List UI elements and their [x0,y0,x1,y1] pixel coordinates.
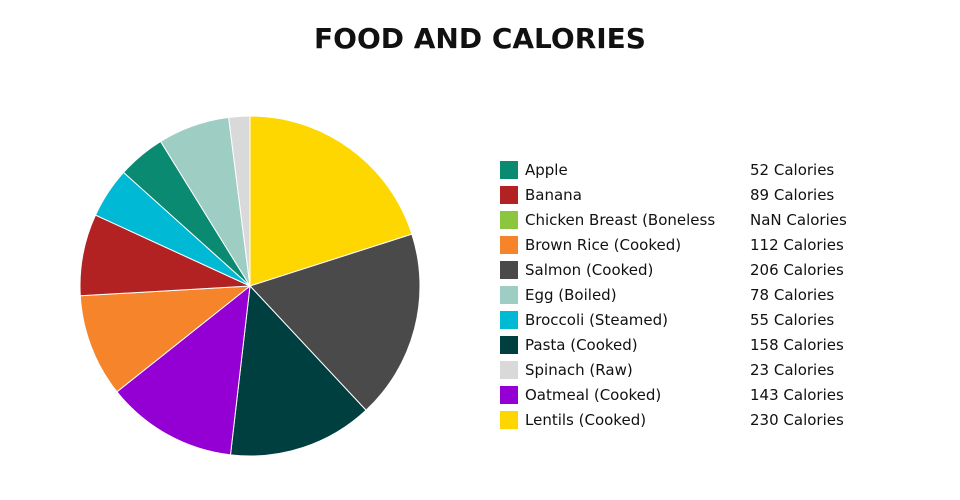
legend-swatch [500,336,518,354]
legend-value: 206 Calories [750,261,844,279]
legend-value: 158 Calories [750,336,844,354]
legend-label: Lentils (Cooked) [525,411,647,429]
legend-value: NaN Calories [750,211,847,229]
legend-label: Egg (Boiled) [525,286,617,304]
legend-label: Brown Rice (Cooked) [525,236,682,254]
legend-value: 23 Calories [750,361,835,379]
legend-swatch [500,386,518,404]
legend-swatch [500,211,518,229]
pie-slice-9 [116,284,251,456]
legend-swatch [500,161,518,179]
chart-title: FOOD AND CALORIES [314,22,646,55]
legend-label: Spinach (Raw) [525,361,633,379]
legend-swatch [500,236,518,254]
legend-label: Broccoli (Steamed) [525,311,668,329]
legend-label: Salmon (Cooked) [525,261,654,279]
pie-slice-3 [79,285,252,393]
legend-swatch [500,286,518,304]
legend-value: 112 Calories [750,236,844,254]
pie-slice-7 [229,284,367,457]
legend-swatch [500,361,518,379]
legend-label: Pasta (Cooked) [525,336,638,354]
legend-value: 52 Calories [750,161,835,179]
legend-label: Chicken Breast (Boneless [525,211,716,229]
legend-swatch [500,311,518,329]
legend-value: 89 Calories [750,186,835,204]
legend-label: Apple [525,161,568,179]
legend-label: Oatmeal (Cooked) [525,386,662,404]
legend-swatch [500,186,518,204]
pie-slices [79,115,421,457]
legend-value: 143 Calories [750,386,844,404]
legend-value: 78 Calories [750,286,835,304]
pie-slice-8 [228,115,251,287]
pie-slice-10 [249,115,413,287]
legend-label: Banana [525,186,582,204]
legend-swatch [500,261,518,279]
legend-value: 230 Calories [750,411,844,429]
legend-value: 55 Calories [750,311,835,329]
legend-swatch [500,411,518,429]
pie-slice-4 [249,233,421,411]
